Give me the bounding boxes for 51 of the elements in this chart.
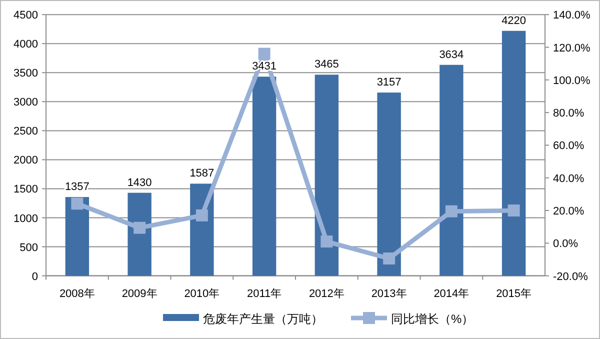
- y2-tick-label: 100.0%: [553, 74, 591, 87]
- point: [445, 205, 458, 218]
- bar: [440, 64, 464, 276]
- y2-tick-label: 40.0%: [553, 172, 584, 185]
- x-tick-label: 2010年: [184, 288, 220, 300]
- data-label: 3431: [252, 60, 277, 73]
- data-label: 4220: [502, 14, 526, 27]
- point: [196, 209, 208, 222]
- x-tick-label: 2008年: [59, 288, 95, 300]
- data-label: 1357: [64, 181, 90, 194]
- point: [134, 222, 146, 234]
- y-tick-label: 0: [32, 270, 38, 283]
- data-label: 3157: [376, 76, 402, 89]
- data-label: 3465: [314, 58, 339, 71]
- y-tick-label: 3000: [14, 96, 38, 109]
- y2-tick-label: 80.0%: [553, 108, 584, 120]
- point: [71, 198, 84, 210]
- bar: [377, 92, 401, 276]
- point: [383, 252, 396, 264]
- legend-label: 危废年产生量（万吨）: [203, 312, 323, 326]
- y2-tick-label: -20.0%: [553, 270, 588, 283]
- y-tick-label: 2000: [14, 154, 38, 167]
- y2-tick-label: 120.0%: [553, 42, 591, 54]
- point: [320, 236, 333, 248]
- x-tick-label: 2011年: [246, 288, 282, 300]
- x-tick-label: 2015年: [496, 288, 532, 300]
- data-label: 3634: [439, 48, 464, 61]
- y-tick-label: 3500: [14, 68, 38, 80]
- y-tick-label: 500: [20, 242, 38, 254]
- x-tick-label: 2009年: [122, 288, 158, 300]
- y2-tick-label: 60.0%: [553, 140, 584, 152]
- y-tick-label: 1500: [14, 184, 38, 196]
- x-tick-label: 2013年: [371, 288, 407, 300]
- y-tick-label: 1000: [14, 212, 38, 225]
- x-tick-label: 2012年: [308, 288, 344, 300]
- data-label: 1587: [190, 168, 214, 180]
- bar: [65, 197, 90, 276]
- y2-tick-label: 20.0%: [553, 206, 584, 218]
- bar: [314, 74, 339, 276]
- bar: [502, 30, 526, 276]
- legend-label: 同比增长（%）: [391, 312, 474, 326]
- y-tick-label: 4000: [14, 38, 38, 51]
- point: [508, 204, 520, 216]
- y2-tick-label: 0.0%: [553, 238, 578, 250]
- point: [258, 48, 270, 60]
- x-tick-label: 2014年: [434, 288, 470, 300]
- bar: [252, 76, 276, 276]
- y2-tick-label: 140.0%: [553, 10, 591, 22]
- y-tick-label: 2500: [14, 126, 38, 138]
- data-label: 1430: [127, 176, 152, 189]
- y-tick-label: 4500: [14, 10, 38, 22]
